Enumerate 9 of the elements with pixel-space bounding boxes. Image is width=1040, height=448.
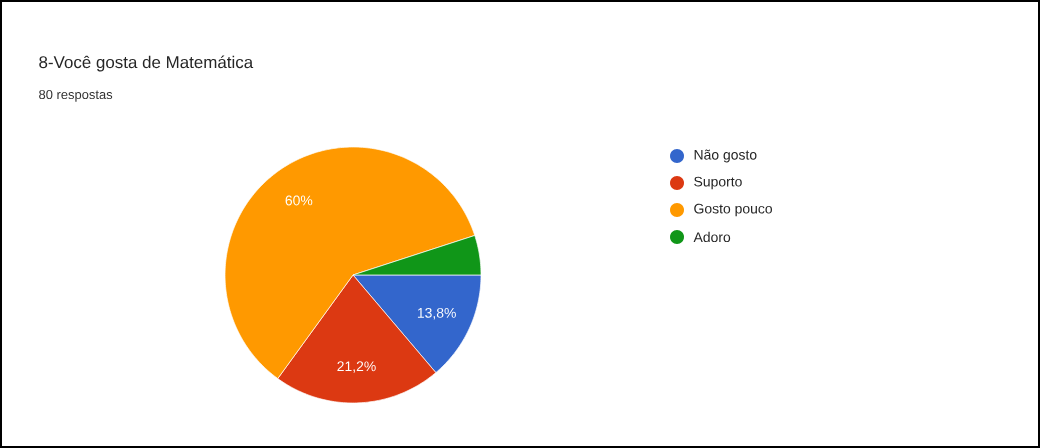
- chart-title: 8-Você gosta de Matemática: [39, 55, 254, 72]
- data-label: 60%: [285, 195, 313, 206]
- data-label: 13,8%: [417, 307, 456, 320]
- legend-label: Suporto: [694, 176, 742, 190]
- text: 80 respostas: [39, 89, 113, 102]
- legend-label: Gosto pouco: [694, 203, 773, 217]
- legend-label: Adoro: [693, 231, 731, 243]
- legend-label: Não gosto: [694, 149, 757, 163]
- data-label: 21,2%: [337, 361, 376, 373]
